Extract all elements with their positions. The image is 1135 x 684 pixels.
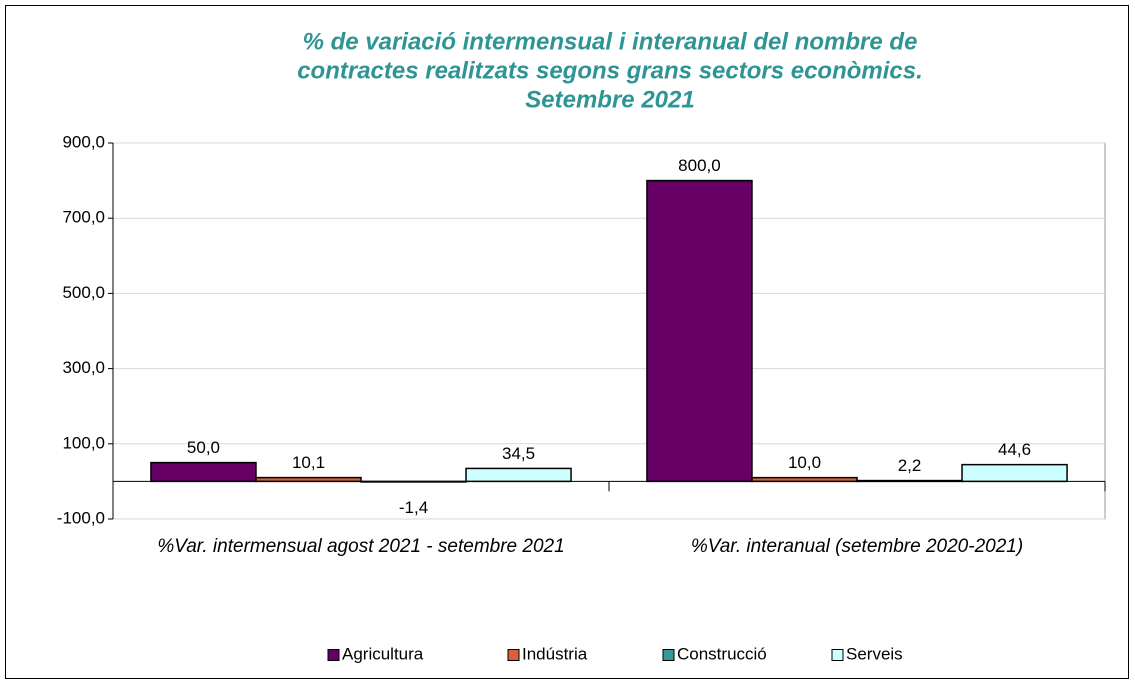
chart-title: Setembre 2021 — [525, 86, 694, 113]
legend-swatch — [831, 649, 844, 661]
chart-title: contractes realitzats segons grans secto… — [297, 57, 923, 84]
bar — [255, 476, 362, 483]
data-label: 10,1 — [292, 453, 325, 472]
data-label: 50,0 — [187, 438, 220, 457]
bar — [465, 467, 572, 483]
bar — [961, 463, 1068, 483]
y-tick-label: -100,0 — [57, 508, 105, 527]
data-label: 800,0 — [678, 156, 721, 175]
x-tick-label: %Var. interanual (setembre 2020-2021) — [690, 536, 1024, 557]
y-tick-label: 300,0 — [62, 358, 105, 377]
legend-swatch — [662, 649, 675, 661]
chart-title: % de variació intermensual i interanual … — [303, 28, 918, 55]
legend-swatch — [327, 649, 340, 661]
legend-label: Serveis — [846, 644, 903, 663]
data-label: 2,2 — [898, 456, 922, 475]
legend-swatch — [507, 649, 520, 661]
data-label: -1,4 — [399, 498, 428, 517]
data-label: 10,0 — [788, 453, 821, 472]
legend-label: Construcció — [677, 644, 767, 663]
data-label: 34,5 — [502, 444, 535, 463]
data-label: 44,6 — [998, 440, 1031, 459]
x-tick-label: %Var. intermensual agost 2021 - setembre… — [157, 536, 565, 557]
y-tick-label: 500,0 — [62, 283, 105, 302]
x-tick-label-box: %Var. interanual (setembre 2020-2021) — [690, 536, 1024, 557]
y-tick-label: 700,0 — [62, 208, 105, 227]
y-tick-label: 100,0 — [62, 433, 105, 452]
plot-area — [112, 142, 1106, 520]
y-tick-label: 900,0 — [62, 132, 105, 151]
bar — [150, 461, 257, 483]
x-tick-label-box: %Var. intermensual agost 2021 - setembre… — [157, 536, 565, 557]
legend-label: Agricultura — [342, 644, 424, 663]
legend-label: Indústria — [522, 644, 588, 663]
bar — [751, 476, 858, 483]
bar — [646, 179, 753, 483]
